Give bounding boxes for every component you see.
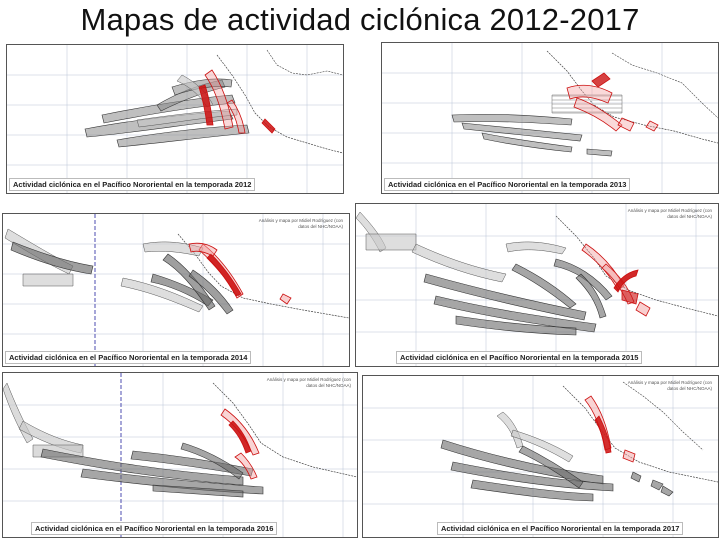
coastline	[562, 385, 718, 483]
cyclone-map-2015	[356, 204, 718, 366]
storm-tracks-red	[198, 69, 276, 134]
coastline	[622, 381, 704, 451]
cyclone-map-2017	[363, 376, 718, 537]
map-credit-2015: Análisis y mapa por Midiel Rodríguez (co…	[627, 208, 712, 219]
coastline	[266, 49, 343, 76]
storm-tracks-red	[566, 72, 659, 132]
map-panel-2015: Análisis y mapa por Midiel Rodríguez (co…	[355, 203, 719, 367]
storm-tracks-light	[356, 211, 567, 283]
storm-tracks-gray	[440, 439, 674, 502]
storm-tracks-gray	[10, 241, 234, 315]
coastline	[177, 233, 349, 319]
cyclone-map-2014	[3, 214, 349, 366]
grid-lines	[382, 43, 718, 193]
slide-title: Mapas de actividad ciclónica 2012-2017	[80, 2, 640, 37]
map-credit-2014: Análisis y mapa por Midiel Rodríguez (co…	[258, 218, 343, 229]
storm-tracks-gray	[40, 442, 264, 498]
map-caption-2016: Actividad ciclónica en el Pacífico Noror…	[31, 522, 278, 535]
storm-tracks-light	[496, 411, 574, 463]
map-caption-2014: Actividad ciclónica en el Pacífico Noror…	[5, 351, 252, 364]
coastline	[212, 382, 357, 478]
storm-tracks-red	[584, 395, 636, 463]
map-caption-2017: Actividad ciclónica en el Pacífico Noror…	[437, 522, 684, 535]
storm-tracks-red	[188, 242, 292, 305]
map-caption-2013: Actividad ciclónica en el Pacífico Noror…	[384, 178, 631, 191]
map-panel-2016: Análisis y mapa por Midiel Rodríguez (co…	[2, 372, 358, 538]
grid-lines	[356, 204, 718, 366]
storm-tracks-red	[220, 408, 260, 480]
map-credit-2016: Análisis y mapa por Midiel Rodríguez (co…	[266, 377, 351, 388]
cyclone-map-2013	[382, 43, 718, 193]
map-panel-2017: Análisis y mapa por Midiel Rodríguez (co…	[362, 375, 719, 538]
coastline	[546, 50, 718, 144]
coastline	[216, 54, 343, 154]
storm-tracks-light	[3, 382, 84, 458]
map-credit-2017: Análisis y mapa por Midiel Rodríguez (co…	[627, 380, 712, 391]
storm-tracks-gray	[423, 258, 613, 336]
map-caption-2015: Actividad ciclónica en el Pacífico Noror…	[396, 351, 643, 364]
storm-tracks-light	[551, 94, 623, 114]
storm-tracks-gray	[451, 113, 613, 157]
map-panel-2014: Análisis y mapa por Midiel Rodríguez (co…	[2, 213, 350, 367]
coastline	[611, 52, 718, 119]
map-panel-2013: Actividad ciclónica en el Pacífico Noror…	[381, 42, 719, 194]
storm-tracks-light	[4, 228, 204, 313]
map-panel-2012: Actividad ciclónica en el Pacífico Noror…	[6, 44, 344, 194]
cyclone-map-2016	[3, 373, 357, 537]
grid-lines	[3, 214, 349, 366]
map-caption-2012: Actividad ciclónica en el Pacífico Noror…	[9, 178, 256, 191]
cyclone-map-2012	[7, 45, 343, 193]
storm-tracks-red	[581, 243, 651, 317]
